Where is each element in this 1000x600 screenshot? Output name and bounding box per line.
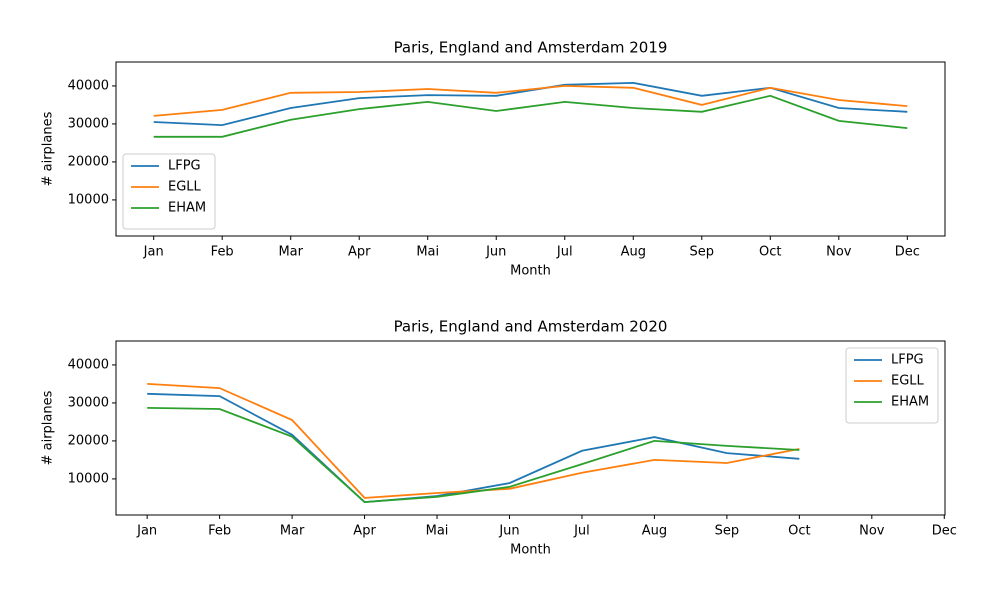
x-tick-label: Feb [208, 524, 231, 539]
y-tick-label: 40000 [68, 78, 109, 93]
line [147, 392, 800, 504]
x-tick-label: Oct [759, 245, 781, 260]
x-tick-label: Jul [573, 524, 590, 539]
y-tick-label: 30000 [68, 116, 109, 131]
line [147, 407, 800, 504]
x-tick-label: Mai [416, 245, 439, 260]
x-tick-label: Mai [426, 524, 449, 539]
x-tick-label: Jan [143, 245, 164, 260]
x-tick-label: Jun [498, 524, 519, 539]
y-tick-label: 10000 [68, 471, 109, 486]
x-tick-label: Apr [353, 524, 376, 539]
x-tick-label: Jan [136, 524, 157, 539]
x-tick-label: Jun [485, 245, 506, 260]
legend-label: LFPG [891, 353, 924, 368]
legend-label: EGLL [891, 374, 925, 389]
x-tick-label: Nov [826, 245, 852, 260]
x-axis-label: Month [510, 543, 551, 558]
x-axis-label: Month [510, 264, 551, 279]
chart-title: Paris, England and Amsterdam 2020 [394, 318, 668, 336]
legend-label: EHAM [168, 201, 206, 216]
legend-label: EHAM [891, 395, 929, 410]
legend-label: LFPG [168, 159, 201, 174]
line [153, 81, 908, 127]
y-axis-label: # airplanes [41, 111, 56, 186]
plot-frame [115, 340, 946, 516]
y-axis-label: # airplanes [41, 390, 56, 465]
y-tick-label: 10000 [68, 192, 109, 207]
y-tick-label: 20000 [68, 433, 109, 448]
x-tick-label: Nov [859, 524, 885, 539]
x-tick-label: Mar [278, 245, 303, 260]
x-tick-label: Jul [556, 245, 573, 260]
x-tick-label: Dec [895, 245, 920, 260]
x-tick-label: Mar [280, 524, 305, 539]
legend-box [845, 347, 939, 424]
legend-label: EGLL [168, 180, 202, 195]
line [147, 383, 800, 499]
line [153, 84, 908, 117]
y-tick-label: 40000 [68, 357, 109, 372]
chart-title: Paris, England and Amsterdam 2019 [394, 39, 668, 57]
legend-box [122, 153, 216, 230]
x-tick-label: Sep [690, 245, 715, 260]
x-tick-label: Feb [211, 245, 234, 260]
x-tick-label: Aug [642, 524, 667, 539]
y-tick-label: 30000 [68, 395, 109, 410]
x-tick-label: Oct [788, 524, 810, 539]
x-tick-label: Dec [932, 524, 957, 539]
y-tick-label: 20000 [68, 154, 109, 169]
plot-frame [115, 61, 946, 237]
line [153, 94, 908, 138]
x-tick-label: Aug [621, 245, 646, 260]
x-tick-label: Sep [715, 524, 740, 539]
x-tick-label: Apr [348, 245, 371, 260]
